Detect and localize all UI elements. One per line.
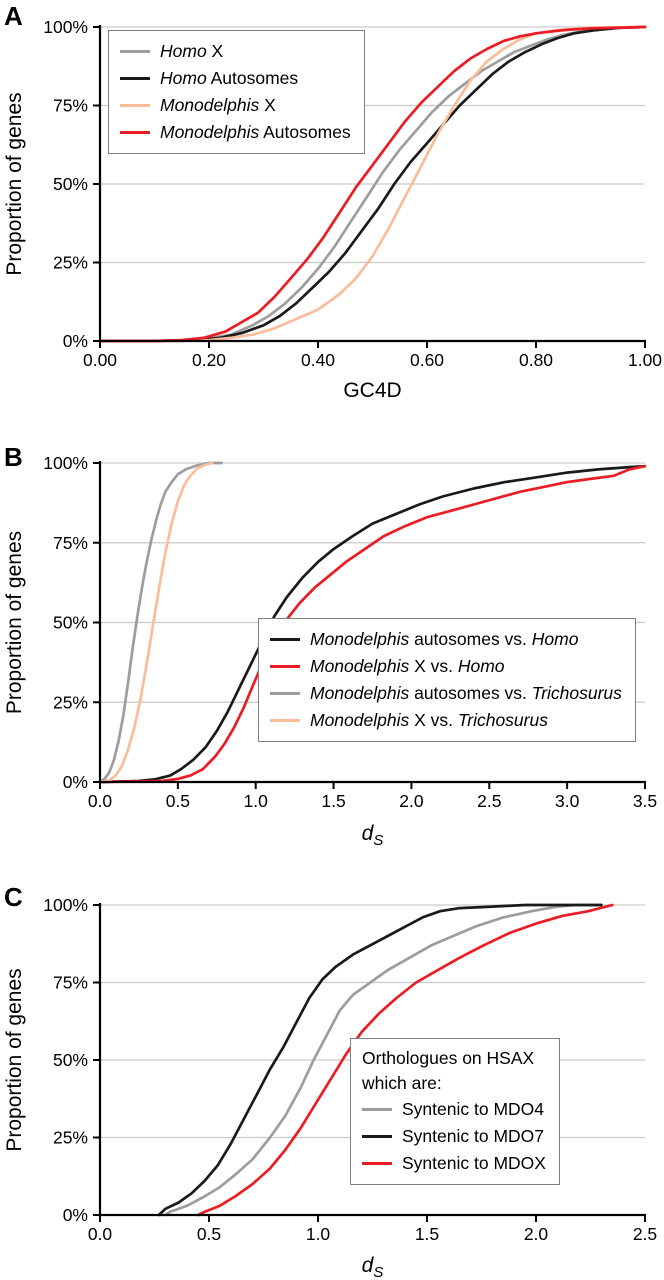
legend-item: Syntenic to MDOX bbox=[362, 1150, 546, 1177]
legend-item-label: Syntenic to MDO4 bbox=[402, 1098, 544, 1119]
legend-line-swatch bbox=[120, 131, 150, 134]
legend-line-swatch bbox=[270, 638, 300, 641]
legend-line-swatch bbox=[120, 104, 150, 107]
legend-item-label: Monodelphis X vs. Trichosurus bbox=[310, 709, 548, 730]
svg-text:0.40: 0.40 bbox=[301, 350, 335, 370]
svg-text:50%: 50% bbox=[53, 613, 88, 633]
svg-text:1.5: 1.5 bbox=[321, 791, 345, 811]
chart-a-canvas: 0% 25% 50% 75% 100% 0.00 0.20 0.40 0.60 0.80 1.00 P… bbox=[3, 17, 662, 402]
svg-text:2.5: 2.5 bbox=[633, 1224, 657, 1244]
svg-text:0%: 0% bbox=[63, 1205, 88, 1225]
legend-item-label: Syntenic to MDO7 bbox=[402, 1125, 544, 1146]
svg-text:0.00: 0.00 bbox=[83, 350, 117, 370]
svg-text:0.20: 0.20 bbox=[192, 350, 226, 370]
legend-item: Monodelphis X vs. Trichosurus bbox=[270, 707, 622, 734]
legend-item-label: Monodelphis Autosomes bbox=[160, 121, 351, 142]
svg-text:50%: 50% bbox=[53, 1050, 88, 1070]
svg-text:75%: 75% bbox=[53, 533, 88, 553]
legend-b: Monodelphis autosomes vs. Homo Monodelphi… bbox=[258, 618, 636, 742]
legend-c: Orthologues on HSAX which are: Syntenic to… bbox=[350, 1038, 560, 1185]
legend-item-label: Homo X bbox=[160, 40, 224, 61]
legend-item-label: Homo Autosomes bbox=[160, 67, 299, 88]
panel-b-label: B bbox=[4, 442, 23, 472]
svg-text:1.0: 1.0 bbox=[244, 791, 269, 811]
panel-b: 0% 25% 50% 75% 100% 0.0 0.5 1.0 1.5 2.0 2.5 3.0 3.5 P… bbox=[0, 430, 664, 860]
svg-text:100%: 100% bbox=[43, 453, 88, 473]
panel-c-label: C bbox=[4, 882, 23, 912]
legend-item: Monodelphis autosomes vs. Homo bbox=[270, 626, 622, 653]
svg-text:0%: 0% bbox=[63, 331, 88, 351]
svg-text:50%: 50% bbox=[53, 174, 88, 194]
svg-text:1.00: 1.00 bbox=[628, 350, 662, 370]
svg-text:1.0: 1.0 bbox=[306, 1224, 331, 1244]
svg-text:0.0: 0.0 bbox=[88, 791, 113, 811]
svg-text:25%: 25% bbox=[53, 253, 88, 273]
legend-item: Monodelphis Autosomes bbox=[120, 119, 351, 146]
legend-item: Syntenic to MDO4 bbox=[362, 1096, 546, 1123]
chart-b-canvas: 0% 25% 50% 75% 100% 0.0 0.5 1.0 1.5 2.0 2.5 3.0 3.5 P… bbox=[3, 453, 657, 849]
legend-item: Homo Autosomes bbox=[120, 65, 351, 92]
svg-text:100%: 100% bbox=[43, 17, 88, 37]
svg-text:Proportion of genes: Proportion of genes bbox=[3, 92, 26, 275]
svg-text:0.80: 0.80 bbox=[519, 350, 553, 370]
svg-text:2.0: 2.0 bbox=[399, 791, 424, 811]
svg-text:2.5: 2.5 bbox=[477, 791, 501, 811]
svg-text:1.5: 1.5 bbox=[415, 1224, 439, 1244]
svg-text:25%: 25% bbox=[53, 1128, 88, 1148]
legend-item-label: Monodelphis autosomes vs. Trichosurus bbox=[310, 682, 622, 703]
legend-item: Monodelphis X bbox=[120, 92, 351, 119]
svg-text:3.5: 3.5 bbox=[633, 791, 657, 811]
legend-line-swatch bbox=[120, 50, 150, 53]
svg-text:25%: 25% bbox=[53, 692, 88, 712]
chart-c-canvas: 0% 25% 50% 75% 100% 0.0 0.5 1.0 1.5 2.0 2.5 Proport… bbox=[3, 895, 657, 1280]
legend-title-line: which are: bbox=[362, 1073, 442, 1093]
svg-text:dS: dS bbox=[362, 1254, 384, 1280]
panel-c: 0% 25% 50% 75% 100% 0.0 0.5 1.0 1.5 2.0 2.5 Proport… bbox=[0, 860, 664, 1280]
svg-text:dS: dS bbox=[362, 822, 384, 849]
legend-a: Homo X Homo Autosomes Monodelphis X Monodel… bbox=[108, 30, 365, 154]
svg-text:GC4D: GC4D bbox=[343, 379, 401, 402]
legend-item: Syntenic to MDO7 bbox=[362, 1123, 546, 1150]
legend-item-label: Syntenic to MDOX bbox=[402, 1152, 546, 1173]
legend-line-swatch bbox=[270, 665, 300, 668]
legend-line-swatch bbox=[362, 1162, 392, 1165]
svg-text:Proportion of genes: Proportion of genes bbox=[3, 531, 26, 714]
legend-item-label: Monodelphis autosomes vs. Homo bbox=[310, 628, 579, 649]
legend-line-swatch bbox=[270, 719, 300, 722]
legend-line-swatch bbox=[362, 1108, 392, 1111]
svg-text:100%: 100% bbox=[43, 895, 88, 915]
svg-text:2.0: 2.0 bbox=[524, 1224, 549, 1244]
legend-item: Monodelphis X vs. Homo bbox=[270, 653, 622, 680]
legend-item-label: Monodelphis X vs. Homo bbox=[310, 655, 505, 676]
panel-a: 0% 25% 50% 75% 100% 0.00 0.20 0.40 0.60 0.80 1.00 P… bbox=[0, 0, 664, 430]
svg-text:Proportion of genes: Proportion of genes bbox=[3, 968, 26, 1151]
legend-line-swatch bbox=[270, 692, 300, 695]
svg-text:3.0: 3.0 bbox=[555, 791, 580, 811]
svg-text:0.5: 0.5 bbox=[197, 1224, 221, 1244]
legend-line-swatch bbox=[120, 77, 150, 80]
svg-text:0.0: 0.0 bbox=[88, 1224, 113, 1244]
panel-a-label: A bbox=[4, 1, 23, 31]
legend-item: Monodelphis autosomes vs. Trichosurus bbox=[270, 680, 622, 707]
svg-text:75%: 75% bbox=[53, 96, 88, 116]
legend-item: Homo X bbox=[120, 38, 351, 65]
legend-item-label: Monodelphis X bbox=[160, 94, 276, 115]
legend-title-line: Orthologues on HSAX bbox=[362, 1048, 535, 1068]
legend-line-swatch bbox=[362, 1135, 392, 1138]
svg-text:0%: 0% bbox=[63, 772, 88, 792]
svg-text:0.5: 0.5 bbox=[166, 791, 190, 811]
svg-text:0.60: 0.60 bbox=[410, 350, 444, 370]
svg-text:75%: 75% bbox=[53, 973, 88, 993]
